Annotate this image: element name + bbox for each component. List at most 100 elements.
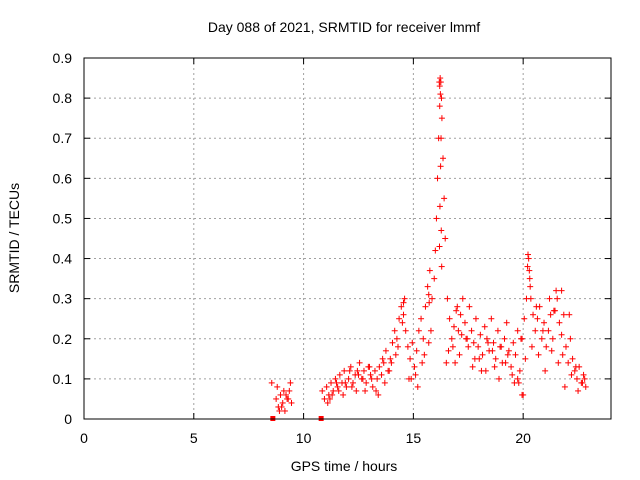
data-point <box>546 295 553 302</box>
data-point <box>425 291 432 298</box>
data-point <box>556 319 563 326</box>
data-point <box>389 339 396 346</box>
data-point <box>369 383 376 390</box>
data-point <box>421 351 428 358</box>
data-point <box>560 311 567 318</box>
data-point <box>387 355 394 362</box>
data-point <box>554 295 561 302</box>
data-point <box>558 287 565 294</box>
data-point <box>561 383 568 390</box>
data-point <box>472 315 479 322</box>
data-point <box>409 339 416 346</box>
x-tick-label: 5 <box>190 430 198 446</box>
data-point <box>437 91 444 98</box>
data-point <box>517 335 524 342</box>
data-point <box>395 343 402 350</box>
data-point <box>534 315 541 322</box>
data-point <box>575 387 582 394</box>
data-point <box>424 283 431 290</box>
data-point <box>379 355 386 362</box>
data-point <box>268 379 275 386</box>
data-point <box>332 375 339 382</box>
data-point <box>545 327 552 334</box>
data-point <box>533 303 540 310</box>
data-point <box>441 195 448 202</box>
data-point <box>454 303 461 310</box>
x-tick-label: 10 <box>296 430 312 446</box>
data-point <box>436 243 443 250</box>
data-point <box>543 343 550 350</box>
data-point <box>456 351 463 358</box>
data-point <box>324 399 331 406</box>
data-point <box>273 395 280 402</box>
data-point <box>468 327 475 334</box>
data-point <box>278 403 285 410</box>
data-point <box>429 295 436 302</box>
data-point <box>510 339 517 346</box>
y-tick-label: 0.2 <box>53 331 73 347</box>
data-point <box>455 327 462 334</box>
data-point <box>375 391 382 398</box>
data-point <box>401 295 408 302</box>
data-point <box>539 327 546 334</box>
data-point <box>538 335 545 342</box>
data-point <box>360 367 367 374</box>
data-point <box>445 347 452 354</box>
data-point <box>381 379 388 386</box>
data-point <box>478 367 485 374</box>
data-point <box>326 395 333 402</box>
data-point <box>422 303 429 310</box>
data-point <box>488 315 495 322</box>
data-point <box>481 323 488 330</box>
data-point <box>333 379 340 386</box>
data-point <box>281 407 288 414</box>
data-point <box>469 363 476 370</box>
data-point <box>458 331 465 338</box>
data-point <box>485 339 492 346</box>
data-point <box>328 379 335 386</box>
data-point <box>571 367 578 374</box>
data-point <box>463 335 470 342</box>
data-point <box>405 375 412 382</box>
data-point <box>566 311 573 318</box>
y-tick-label: 0.1 <box>53 371 73 387</box>
data-point <box>400 299 407 306</box>
data-point <box>505 347 512 354</box>
data-point <box>280 387 287 394</box>
data-point <box>374 375 381 382</box>
data-point <box>402 327 409 334</box>
data-point <box>567 335 574 342</box>
data-point <box>436 103 443 110</box>
data-point <box>321 395 328 402</box>
data-point <box>363 379 370 386</box>
data-point <box>440 155 447 162</box>
data-point <box>323 383 330 390</box>
data-point <box>437 163 444 170</box>
data-point <box>444 295 451 302</box>
data-point <box>522 355 529 362</box>
data-point <box>508 363 515 370</box>
data-point <box>504 351 511 358</box>
data-point <box>582 383 589 390</box>
data-point <box>438 263 445 270</box>
data-point <box>340 391 347 398</box>
data-point <box>503 319 510 326</box>
data-point <box>414 383 421 390</box>
data-point <box>288 399 295 406</box>
data-point <box>442 235 449 242</box>
data-point <box>492 355 499 362</box>
data-point <box>393 335 400 342</box>
data-point <box>418 315 425 322</box>
data-point <box>342 379 349 386</box>
data-point <box>453 307 460 314</box>
data-point <box>436 83 443 90</box>
data-point <box>530 311 537 318</box>
data-point <box>407 355 414 362</box>
data-point <box>427 327 434 334</box>
data-point <box>532 327 539 334</box>
data-point <box>399 319 406 326</box>
data-point <box>434 175 441 182</box>
data-point <box>415 327 422 334</box>
data-point <box>353 387 360 394</box>
data-point <box>555 359 562 366</box>
